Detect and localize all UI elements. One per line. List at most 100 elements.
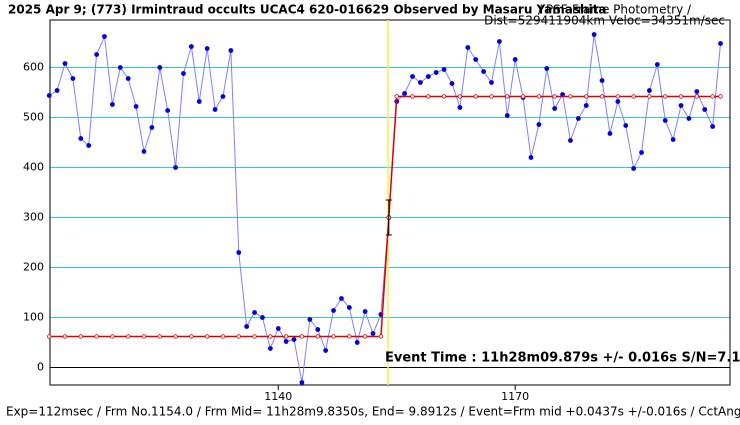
data-point (686, 116, 692, 121)
model-point (568, 94, 573, 99)
model-point (347, 334, 352, 339)
model-point (283, 334, 289, 339)
model-point (189, 334, 194, 339)
data-point (109, 102, 115, 107)
x-tick-label: 1170 (501, 390, 529, 403)
data-point (662, 118, 668, 123)
model-point (410, 94, 415, 99)
event-annotation: Event Time : 11h28m09.879s +/- 0.016s S/… (385, 351, 740, 366)
y-tick-label: 100 (23, 311, 44, 324)
data-point (575, 116, 581, 121)
data-point (654, 62, 660, 67)
data-point (46, 93, 52, 98)
model-point (331, 334, 336, 339)
y-tick-label: 600 (23, 61, 44, 74)
model-point (220, 334, 226, 339)
model-point (584, 94, 589, 99)
data-point (125, 76, 131, 81)
data-point (196, 99, 202, 104)
model-point (268, 334, 273, 339)
model-point (299, 334, 305, 339)
data-point (260, 315, 265, 320)
data-point (204, 46, 210, 51)
model-point (378, 334, 384, 339)
data-point (173, 165, 178, 170)
y-tick-label: 0 (37, 361, 44, 374)
y-tick-label: 400 (23, 161, 44, 174)
data-point (339, 296, 344, 301)
data-point (331, 308, 336, 313)
model-point (78, 334, 84, 339)
model-point (663, 94, 668, 99)
model-point (315, 334, 320, 339)
model-point (473, 94, 478, 99)
data-point (607, 131, 613, 136)
data-point (346, 305, 352, 310)
data-point (504, 113, 510, 118)
data-point (528, 155, 534, 160)
model-point (426, 94, 431, 99)
data-point (133, 104, 139, 109)
data-point (418, 80, 423, 85)
series-line (48, 34, 722, 383)
model-point (141, 334, 147, 339)
data-point (623, 123, 629, 128)
data-point (228, 48, 234, 53)
model-point (173, 334, 178, 339)
data-point (323, 348, 329, 353)
model-point (520, 94, 526, 99)
data-point (283, 339, 289, 344)
data-point (552, 106, 558, 111)
data-point (362, 309, 368, 314)
model-point (489, 94, 494, 99)
y-tick-label: 500 (23, 111, 44, 124)
data-point (165, 108, 171, 113)
footer: Exp=112msec / Frm No.1154.0 / Frm Mid= 1… (6, 405, 740, 419)
data-point (402, 91, 408, 96)
model-point (647, 94, 652, 99)
data-point (583, 103, 589, 108)
chart-subtitle: / PSF-Frame Photometry / (538, 3, 692, 17)
data-point (86, 143, 92, 148)
data-point (433, 70, 439, 75)
data-point (647, 88, 652, 93)
model-point (505, 94, 510, 99)
model-point (457, 94, 463, 99)
data-point (102, 34, 107, 39)
data-point (718, 41, 723, 46)
model-point (441, 94, 447, 99)
data-point (694, 89, 700, 94)
model-point (157, 334, 162, 339)
data-point (702, 107, 708, 112)
data-point (670, 137, 676, 142)
model-point (394, 94, 399, 99)
data-point (78, 136, 84, 141)
model-point (631, 94, 636, 99)
data-point (425, 74, 431, 79)
data-point (370, 331, 376, 336)
model-point (125, 334, 131, 339)
data-point (473, 57, 479, 62)
data-point (315, 327, 321, 332)
data-point (544, 66, 550, 71)
x-tick-label: 1140 (264, 390, 292, 403)
data-point (465, 45, 471, 50)
data-point (291, 337, 297, 342)
data-point (188, 44, 194, 49)
data-point (117, 65, 123, 70)
data-point (149, 125, 155, 130)
data-point (220, 94, 226, 99)
data-point (496, 39, 502, 44)
data-point (489, 80, 494, 85)
data-point (354, 340, 360, 345)
data-point (212, 107, 218, 112)
model-point (599, 94, 605, 99)
data-point (568, 138, 573, 143)
data-point (267, 346, 273, 351)
data-point (710, 124, 716, 129)
data-point (141, 149, 147, 154)
y-tick-label: 300 (23, 211, 44, 224)
model-point (536, 94, 542, 99)
model-point (710, 94, 715, 99)
